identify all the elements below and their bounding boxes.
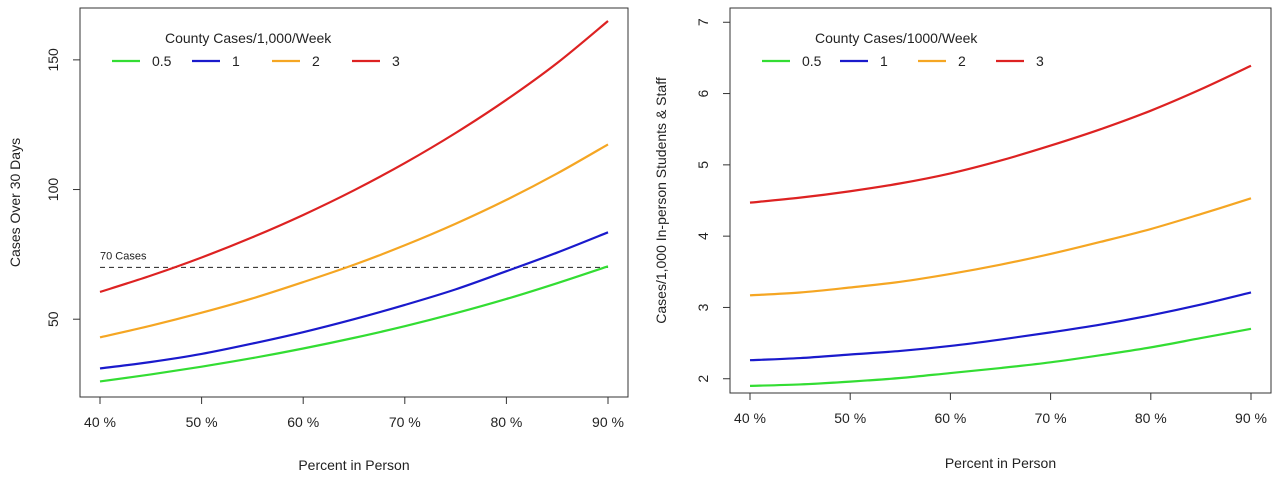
series-line-1 xyxy=(99,231,609,370)
legend-label: 2 xyxy=(958,53,966,69)
x-axis-title: Percent in Person xyxy=(945,455,1056,471)
chart-2: 40 % 50 % 60 % 70 % 80 % 90 % 2 3 4 5 6 7 Percent in… xyxy=(653,7,1272,471)
y-tick-label: 3 xyxy=(695,303,711,311)
x-tick-label: 90 % xyxy=(1235,410,1267,426)
x-tick-label: 70 % xyxy=(1035,410,1067,426)
series-line-2 xyxy=(749,197,1252,297)
y-tick-label: 4 xyxy=(695,232,711,240)
y-tick-label: 100 xyxy=(45,178,61,202)
y-tick-label: 7 xyxy=(695,18,711,26)
reference-line-label: 70 Cases xyxy=(100,250,147,262)
legend-label: 1 xyxy=(232,53,240,69)
y-tick-label: 6 xyxy=(695,89,711,97)
y-axis-title: Cases/1,000 In-person Students & Staff xyxy=(653,77,669,324)
legend-label: 3 xyxy=(392,53,400,69)
y-tick-label: 150 xyxy=(45,48,61,72)
legend-label: 1 xyxy=(880,53,888,69)
y-tick-label: 5 xyxy=(695,161,711,169)
y-axis-title: Cases Over 30 Days xyxy=(7,138,23,267)
y-tick-label: 2 xyxy=(695,375,711,383)
x-tick-label: 50 % xyxy=(186,414,218,430)
x-tick-label: 50 % xyxy=(834,410,866,426)
legend-title: County Cases/1,000/Week xyxy=(165,30,332,46)
x-tick-label: 40 % xyxy=(84,414,116,430)
legend-label: 0.5 xyxy=(152,53,172,69)
x-axis-title: Percent in Person xyxy=(298,457,409,473)
legend-label: 0.5 xyxy=(802,53,822,69)
series-line-0.5 xyxy=(99,265,609,383)
x-tick-label: 60 % xyxy=(287,414,319,430)
series-line-0.5 xyxy=(749,327,1252,387)
x-tick-label: 80 % xyxy=(1135,410,1167,426)
x-tick-label: 90 % xyxy=(592,414,624,430)
legend-label: 2 xyxy=(312,53,320,69)
x-tick-label: 40 % xyxy=(734,410,766,426)
series-line-1 xyxy=(749,291,1252,362)
plot-frame xyxy=(729,7,1272,394)
plot-frame xyxy=(79,7,629,398)
x-tick-label: 70 % xyxy=(389,414,421,430)
legend-label: 3 xyxy=(1036,53,1044,69)
x-tick-label: 60 % xyxy=(934,410,966,426)
chart-1: 40 % 50 % 60 % 70 % 80 % 90 % 50 100 150 Percent … xyxy=(7,7,629,473)
series-line-2 xyxy=(99,143,609,339)
legend-title: County Cases/1000/Week xyxy=(815,30,978,46)
y-tick-label: 50 xyxy=(45,311,61,327)
x-tick-label: 80 % xyxy=(490,414,522,430)
series-line-3 xyxy=(749,64,1252,204)
series-line-3 xyxy=(99,20,609,294)
